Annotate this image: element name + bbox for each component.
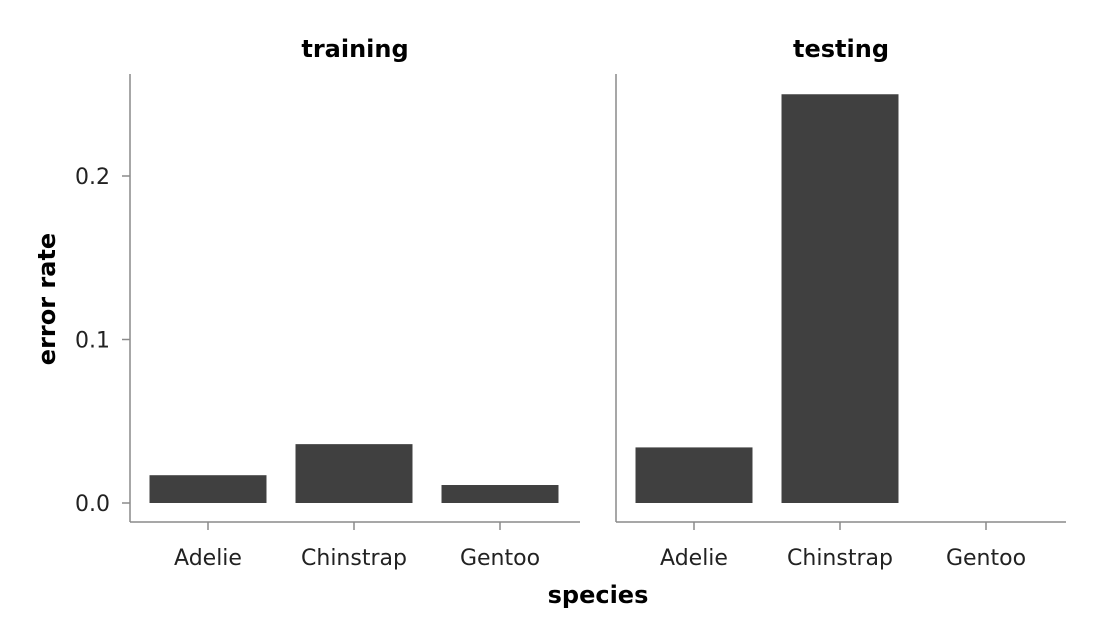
y-tick-label: 0.0 [75, 492, 110, 517]
x-axis-title: species [548, 581, 649, 609]
x-tick-label-gentoo: Gentoo [460, 546, 540, 571]
facet-title-training: training [301, 35, 408, 63]
y-tick-label: 0.1 [75, 329, 110, 354]
x-tick-label-adelie: Adelie [660, 546, 728, 571]
bar-testing-adelie [635, 447, 753, 503]
bar-testing-chinstrap [781, 94, 899, 503]
bar-training-gentoo [441, 485, 559, 503]
x-tick-label-chinstrap: Chinstrap [787, 546, 893, 571]
y-axis-title: error rate [33, 233, 61, 365]
x-tick-label-gentoo: Gentoo [946, 546, 1026, 571]
x-tick-label-adelie: Adelie [174, 546, 242, 571]
y-tick-label: 0.2 [75, 165, 110, 190]
bar-training-adelie [149, 475, 267, 503]
facet-testing: testing Adelie Chinstrap Gentoo [615, 35, 1066, 571]
facet-training: training 0.0 0.1 0.2 Adelie Chinstrap Gentoo [75, 35, 580, 571]
bar-training-chinstrap [295, 444, 413, 503]
facet-title-testing: testing [793, 35, 889, 63]
x-tick-label-chinstrap: Chinstrap [301, 546, 407, 571]
